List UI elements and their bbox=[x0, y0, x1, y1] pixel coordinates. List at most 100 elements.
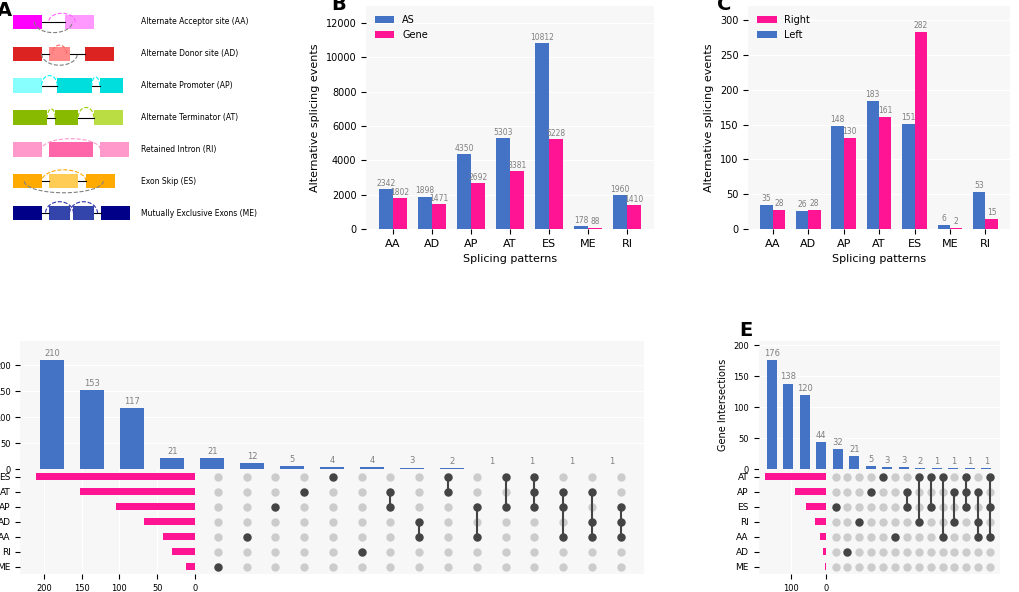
Bar bbox=[280, 466, 304, 469]
Text: 1: 1 bbox=[569, 458, 574, 466]
Text: 161: 161 bbox=[877, 106, 892, 115]
Bar bbox=[783, 384, 793, 469]
Bar bbox=[418, 197, 431, 229]
Bar bbox=[13, 142, 42, 157]
Bar bbox=[13, 174, 42, 188]
X-axis label: Splicing patterns: Splicing patterns bbox=[832, 255, 925, 265]
Bar bbox=[612, 195, 627, 229]
Bar bbox=[949, 228, 962, 229]
Text: 5: 5 bbox=[289, 455, 294, 464]
Legend: Right, Left: Right, Left bbox=[752, 11, 813, 43]
Bar bbox=[830, 126, 843, 229]
Bar bbox=[431, 204, 445, 229]
Bar bbox=[160, 458, 184, 469]
Bar bbox=[163, 533, 195, 540]
Bar bbox=[399, 468, 424, 469]
Bar bbox=[914, 33, 926, 229]
Text: 5: 5 bbox=[867, 455, 872, 464]
Text: 3: 3 bbox=[409, 456, 414, 465]
Text: 1: 1 bbox=[966, 457, 971, 466]
Text: Alternate Donor site (AD): Alternate Donor site (AD) bbox=[141, 49, 238, 58]
Bar bbox=[172, 548, 195, 555]
Bar bbox=[13, 15, 42, 29]
Bar bbox=[535, 43, 548, 229]
Bar bbox=[799, 395, 809, 469]
Bar bbox=[496, 138, 510, 229]
Bar bbox=[898, 467, 908, 469]
Bar bbox=[13, 206, 42, 220]
Bar bbox=[94, 110, 122, 125]
Text: 21: 21 bbox=[207, 447, 217, 456]
Text: 2: 2 bbox=[448, 457, 454, 466]
Text: 1960: 1960 bbox=[610, 185, 630, 194]
Bar bbox=[100, 79, 122, 93]
Bar bbox=[392, 198, 407, 229]
Bar bbox=[766, 360, 775, 469]
Bar bbox=[86, 174, 115, 188]
Y-axis label: Alternative splicing events: Alternative splicing events bbox=[310, 43, 320, 192]
Bar bbox=[805, 503, 825, 510]
Bar bbox=[439, 468, 464, 469]
Bar bbox=[55, 110, 78, 125]
Bar bbox=[457, 155, 471, 229]
Bar bbox=[807, 210, 819, 229]
Text: Alternate Acceptor site (AA): Alternate Acceptor site (AA) bbox=[141, 17, 249, 27]
Bar bbox=[588, 228, 601, 229]
Text: 3381: 3381 bbox=[506, 160, 526, 170]
Text: 178: 178 bbox=[574, 215, 588, 225]
Bar bbox=[914, 468, 924, 469]
Bar bbox=[239, 463, 264, 469]
Legend: AS, Gene: AS, Gene bbox=[371, 11, 431, 43]
Bar bbox=[794, 488, 825, 496]
Text: 151: 151 bbox=[900, 112, 915, 122]
Text: B: B bbox=[331, 0, 346, 14]
Bar bbox=[185, 563, 195, 571]
Bar bbox=[574, 226, 588, 229]
Bar bbox=[13, 110, 47, 125]
Bar bbox=[764, 473, 825, 480]
Bar bbox=[57, 79, 92, 93]
Bar bbox=[814, 518, 825, 526]
Y-axis label: Alternative splicing events: Alternative splicing events bbox=[704, 43, 713, 192]
Text: C: C bbox=[716, 0, 731, 14]
Bar bbox=[13, 47, 42, 61]
Bar bbox=[101, 206, 130, 220]
Text: 148: 148 bbox=[829, 115, 844, 124]
Bar bbox=[866, 101, 878, 229]
Bar bbox=[819, 533, 825, 540]
Text: 183: 183 bbox=[865, 91, 879, 99]
Text: 28: 28 bbox=[809, 198, 818, 208]
Text: 130: 130 bbox=[842, 127, 856, 136]
Bar bbox=[772, 210, 785, 229]
Bar bbox=[759, 205, 772, 229]
Text: 3: 3 bbox=[900, 456, 906, 465]
Bar bbox=[849, 456, 858, 469]
Text: 12: 12 bbox=[247, 452, 257, 461]
Bar bbox=[901, 124, 914, 229]
Text: 282: 282 bbox=[913, 21, 927, 30]
Bar bbox=[49, 142, 93, 157]
Bar bbox=[881, 467, 892, 469]
Text: Retained Intron (RI): Retained Intron (RI) bbox=[141, 145, 216, 154]
Text: 4: 4 bbox=[369, 456, 374, 465]
Bar bbox=[100, 142, 129, 157]
Text: 2: 2 bbox=[917, 456, 922, 466]
Bar bbox=[144, 518, 195, 526]
Bar bbox=[964, 468, 974, 469]
Text: 117: 117 bbox=[124, 397, 140, 406]
Bar bbox=[49, 47, 69, 61]
Bar bbox=[360, 467, 383, 469]
X-axis label: Splicing patterns: Splicing patterns bbox=[463, 255, 556, 265]
Bar bbox=[878, 117, 891, 229]
Text: 1: 1 bbox=[529, 458, 534, 466]
Bar bbox=[548, 139, 562, 229]
Bar bbox=[815, 442, 825, 469]
Text: 5303: 5303 bbox=[493, 128, 513, 137]
Text: 1898: 1898 bbox=[415, 186, 434, 195]
Text: 6: 6 bbox=[941, 214, 946, 223]
Bar bbox=[843, 139, 855, 229]
Text: 26: 26 bbox=[796, 200, 806, 209]
Bar bbox=[86, 47, 114, 61]
Text: 53: 53 bbox=[973, 181, 983, 190]
Text: 88: 88 bbox=[590, 217, 599, 226]
